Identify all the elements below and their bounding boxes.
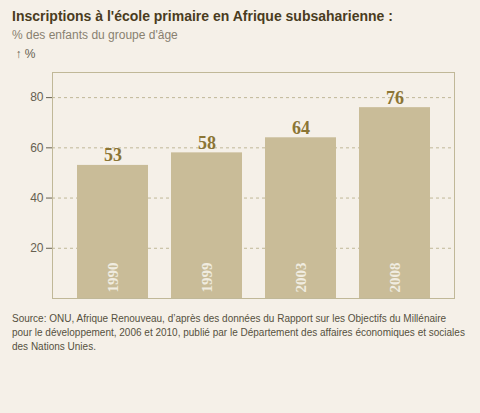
svg-text:58: 58 bbox=[198, 133, 216, 153]
html-text:Inscriptions à l'école primair: Inscriptions à l'école primaire en Afriq… bbox=[12, 8, 393, 24]
svg-text:76: 76 bbox=[386, 87, 404, 107]
svg-text:2008: 2008 bbox=[387, 262, 403, 292]
svg-text:80: 80 bbox=[30, 90, 44, 104]
svg-text:60: 60 bbox=[30, 140, 44, 154]
html-text:Source: ONU, Afrique Renouveau: Source: ONU, Afrique Renouveau, d’après … bbox=[12, 312, 465, 352]
svg-text:40: 40 bbox=[30, 191, 44, 205]
svg-text:53: 53 bbox=[104, 145, 122, 165]
svg-text:64: 64 bbox=[292, 118, 310, 138]
svg-text:↑ %: ↑ % bbox=[16, 47, 36, 61]
svg-text:1990: 1990 bbox=[105, 262, 121, 292]
svg-text:1999: 1999 bbox=[199, 262, 215, 292]
html-text:% des enfants du groupe d'âge: % des enfants du groupe d'âge bbox=[12, 27, 178, 42]
svg-text:20: 20 bbox=[30, 241, 44, 255]
svg-text:2003: 2003 bbox=[293, 262, 309, 292]
